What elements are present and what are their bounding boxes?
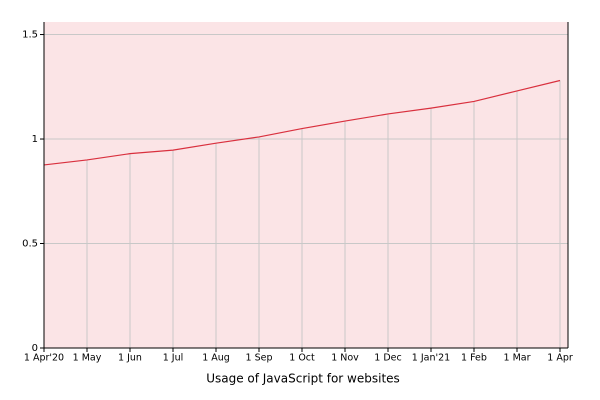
y-tick-label: 0.5 (22, 239, 38, 250)
x-tick-label: 1 Dec (374, 353, 401, 364)
x-tick-label: 1 Jan'21 (412, 353, 450, 364)
y-tick-label: 1 (32, 134, 38, 145)
plot-background (44, 22, 568, 348)
x-tick-label: 1 Jun (118, 353, 142, 364)
chart-title: Usage of JavaScript for websites (206, 372, 400, 386)
x-tick-label: 1 Apr'20 (24, 353, 64, 364)
x-tick-label: 1 Aug (202, 353, 230, 364)
x-tick-label: 1 Oct (289, 353, 315, 364)
x-tick-label: 1 Mar (504, 353, 531, 364)
x-tick-label: 1 Jul (163, 353, 184, 364)
y-tick-label: 1.5 (22, 30, 38, 41)
line (43, 79, 561, 166)
x-tick-label: 1 Sep (246, 353, 273, 364)
x-tick-label: 1 Nov (331, 353, 359, 364)
x-tick-label: 1 Apr (547, 353, 573, 364)
y-tick-label: 0 (32, 343, 38, 354)
x-tick-label: 1 Feb (461, 353, 487, 364)
x-tick-label: 1 May (73, 353, 102, 364)
